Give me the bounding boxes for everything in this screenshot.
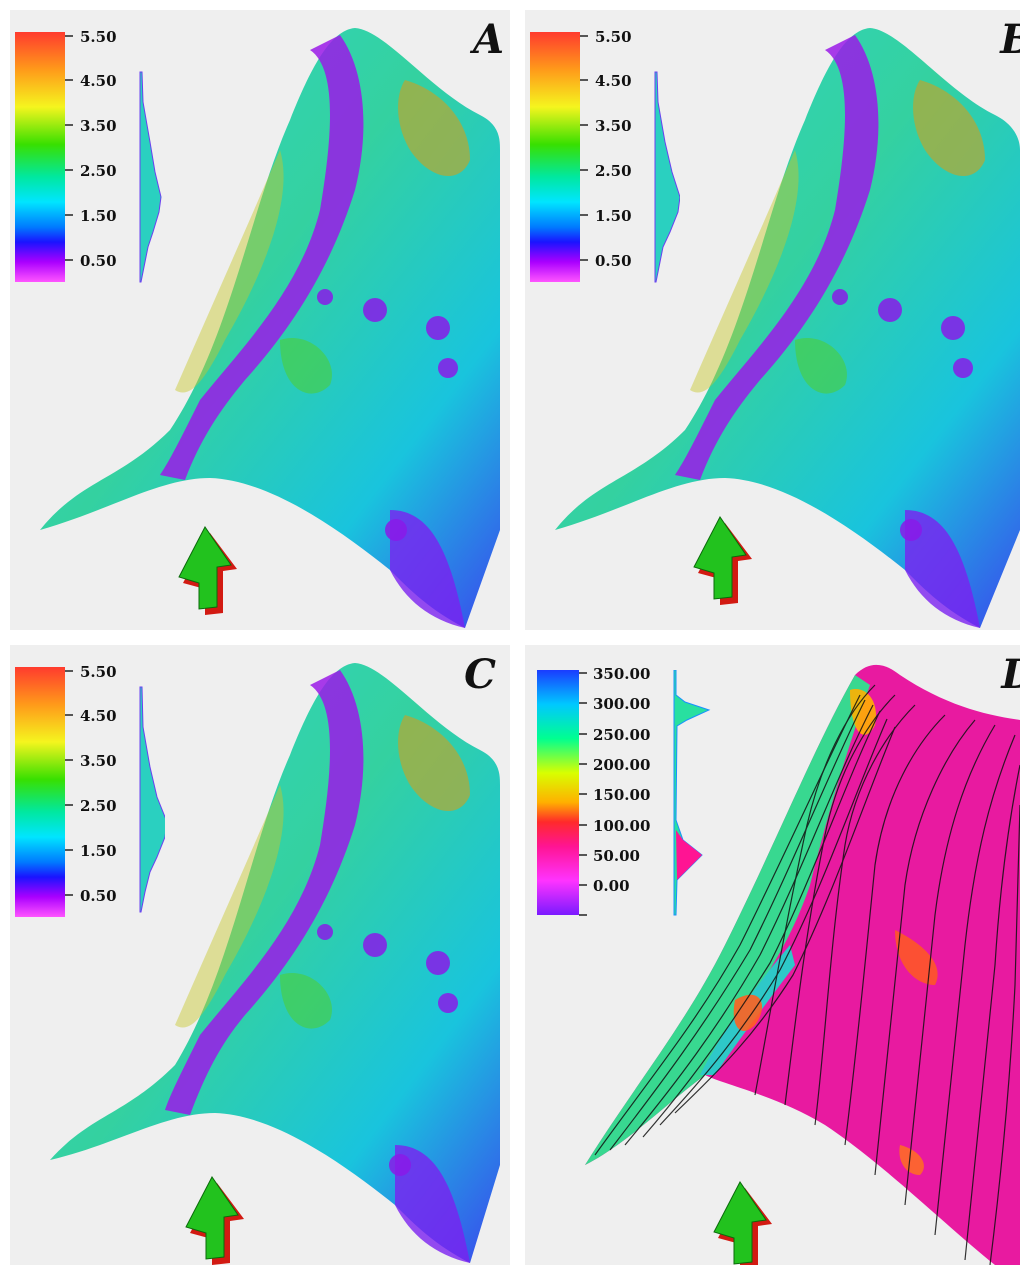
legend-tick: 100.00 (593, 817, 651, 835)
legend-tick: 1.50 (595, 207, 632, 225)
legend-tick: 250.00 (593, 726, 651, 744)
legend-tick: 5.50 (80, 663, 117, 681)
legend-tick: 5.50 (595, 28, 632, 46)
terrain-surface (50, 663, 500, 1263)
colorbar (537, 670, 579, 915)
north-arrow-icon (178, 526, 237, 615)
legend-tick: 4.50 (80, 72, 117, 90)
panel-d: D 350.00 300.00 250.00 200.00 150.00 100… (525, 645, 1020, 1265)
colorbar (15, 32, 65, 282)
colorbar (530, 32, 580, 282)
panel-label: B (1000, 16, 1020, 63)
color-legend (530, 32, 681, 296)
legend-tick: 2.50 (80, 162, 117, 180)
north-arrow-icon (693, 516, 752, 605)
legend-tick: 150.00 (593, 786, 651, 804)
color-legend (15, 667, 168, 931)
legend-tick: 4.50 (80, 707, 117, 725)
color-legend (537, 669, 717, 934)
panel-a: A 5.50 4.50 3.50 2.50 1.50 0.5 (10, 10, 510, 630)
legend-tick: 0.50 (595, 252, 632, 270)
colorbar (15, 667, 65, 917)
color-legend (15, 32, 165, 296)
terrain-surface (585, 664, 1020, 1265)
legend-tick: 3.50 (595, 117, 632, 135)
legend-tick: 350.00 (593, 665, 651, 683)
panel-c: C 5.50 4.50 3.50 2.50 1.50 0.50 (10, 645, 510, 1265)
legend-tick: 50.00 (593, 847, 640, 865)
legend-tick: 3.50 (80, 117, 117, 135)
panel-label: C (464, 651, 496, 698)
legend-tick: 2.50 (595, 162, 632, 180)
panel-label: A (472, 16, 504, 63)
panel-b: B 5.50 4.50 3.50 2.50 1.50 0.50 (525, 10, 1020, 630)
terrain-surface (555, 28, 1020, 628)
terrain-surface (40, 28, 500, 628)
legend-tick: 2.50 (80, 797, 117, 815)
north-arrow-icon (713, 1181, 772, 1265)
legend-tick: 0.00 (593, 877, 630, 895)
legend-tick: 200.00 (593, 756, 651, 774)
legend-tick: 3.50 (80, 752, 117, 770)
legend-tick: 5.50 (80, 28, 117, 46)
legend-tick: 1.50 (80, 842, 117, 860)
legend-tick: 0.50 (80, 887, 117, 905)
legend-tick: 0.50 (80, 252, 117, 270)
legend-tick: 300.00 (593, 695, 651, 713)
panel-label: D (1001, 651, 1020, 698)
north-arrow-icon (185, 1176, 244, 1265)
legend-tick: 4.50 (595, 72, 632, 90)
legend-tick: 1.50 (80, 207, 117, 225)
